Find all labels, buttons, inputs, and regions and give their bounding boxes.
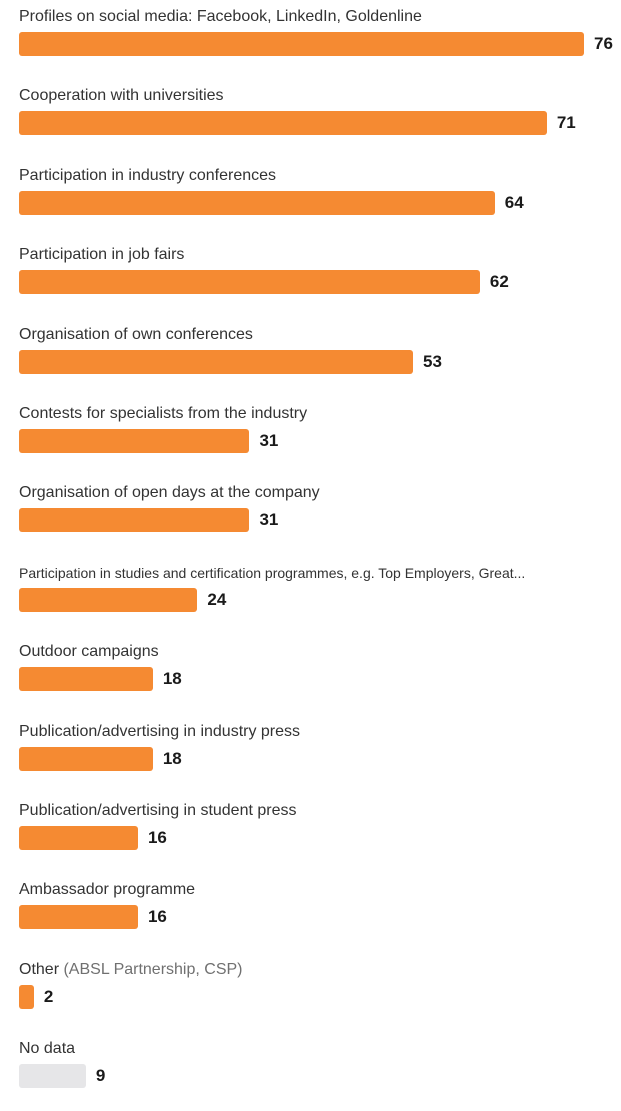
category-label: Profiles on social media: Facebook, Link… [19, 7, 422, 27]
category-label-text: Cooperation with universities [19, 87, 224, 105]
bar-value-label: 2 [43, 986, 54, 1006]
bar-row: Publication/advertising in industry pres… [0, 722, 621, 794]
category-label-text: Participation in studies and certificati… [19, 564, 526, 581]
bar [19, 667, 153, 692]
bar [19, 270, 480, 295]
bar [19, 587, 198, 612]
category-label: No data [19, 1039, 75, 1059]
category-label-text: Outdoor campaigns [19, 643, 159, 661]
category-label-text: Participation in industry conferences [19, 166, 277, 184]
category-label-text: Participation in job fairs [19, 246, 185, 264]
bar-value-label: 16 [147, 907, 167, 927]
category-label: Publication/advertising in industry pres… [19, 722, 300, 742]
bar-value-label: 31 [259, 431, 279, 450]
bar-row: Profiles on social media: Facebook, Link… [0, 7, 621, 79]
bar-row: Cooperation with universities 71 [0, 86, 621, 158]
category-label: Other (ABSL Partnership, CSP) [19, 960, 243, 980]
category-label: Organisation of own conferences [19, 325, 253, 345]
bar-row: Participation in studies and certificati… [0, 563, 621, 635]
bar-value-label: 9 [95, 1066, 106, 1086]
category-label: Publication/advertising in student press [19, 801, 297, 821]
bar-row: Organisation of own conferences 53 [0, 325, 621, 397]
category-label: Outdoor campaigns [19, 642, 159, 662]
bar-value-label: 53 [423, 351, 442, 371]
category-label-text: No data [19, 1040, 76, 1058]
category-label-text: Contests for specialists from the indust… [19, 405, 308, 422]
bar-row: Contests for specialists from the indust… [0, 404, 621, 476]
bar-value-label: 24 [207, 589, 227, 609]
category-label-text: Organisation of own conferences [19, 325, 253, 343]
bar-value-label: 16 [147, 828, 167, 847]
bar [19, 429, 250, 453]
bar [19, 746, 153, 771]
bar-row: Participation in industry conferences 64 [0, 166, 621, 238]
bar [19, 984, 34, 1009]
category-label-text: Publication/advertising in student press [19, 802, 297, 819]
bar-row: No data 9 [0, 1039, 621, 1111]
category-label: Cooperation with universities [19, 86, 224, 106]
category-label: Organisation of open days at the company [19, 483, 320, 503]
bar [19, 349, 413, 374]
category-label-text: Profiles on social media: Facebook, Link… [19, 8, 422, 25]
bar-row: Publication/advertising in student press… [0, 801, 621, 873]
bar-row: Organisation of open days at the company… [0, 483, 621, 555]
no-data-bar [19, 1064, 86, 1089]
bar-row: Outdoor campaigns 18 [0, 642, 621, 714]
category-label-text: Publication/advertising in industry pres… [19, 722, 301, 740]
bar-value-label: 18 [162, 669, 182, 689]
bar-value-label: 64 [504, 192, 524, 212]
category-label: Participation in industry conferences [19, 166, 276, 186]
category-label-text: Other [19, 960, 60, 978]
bar [19, 190, 495, 215]
bar-value-label: 31 [259, 510, 279, 530]
bar-row: Ambassador programme 16 [0, 880, 621, 952]
bar [19, 111, 547, 136]
bar [19, 32, 584, 56]
bar-value-label: 71 [556, 113, 576, 133]
bar-value-label: 18 [162, 748, 182, 768]
horizontal-bar-chart: Profiles on social media: Facebook, Link… [0, 7, 621, 1089]
bar-row: Other (ABSL Partnership, CSP) 2 [0, 960, 621, 1032]
category-label: Participation in job fairs [19, 245, 184, 265]
bar-value-label: 76 [594, 34, 613, 53]
bar [19, 508, 250, 533]
category-label: Ambassador programme [19, 880, 195, 900]
category-label: Contests for specialists from the indust… [19, 404, 307, 424]
category-label-text: Organisation of open days at the company [19, 484, 320, 502]
bar-row: Participation in job fairs 62 [0, 245, 621, 317]
bar-value-label: 62 [489, 272, 509, 292]
bar [19, 826, 138, 850]
category-label: Participation in studies and certificati… [19, 563, 525, 583]
category-label-note: (ABSL Partnership, CSP) [63, 960, 243, 978]
bar [19, 905, 138, 930]
category-label-text: Ambassador programme [19, 881, 196, 899]
